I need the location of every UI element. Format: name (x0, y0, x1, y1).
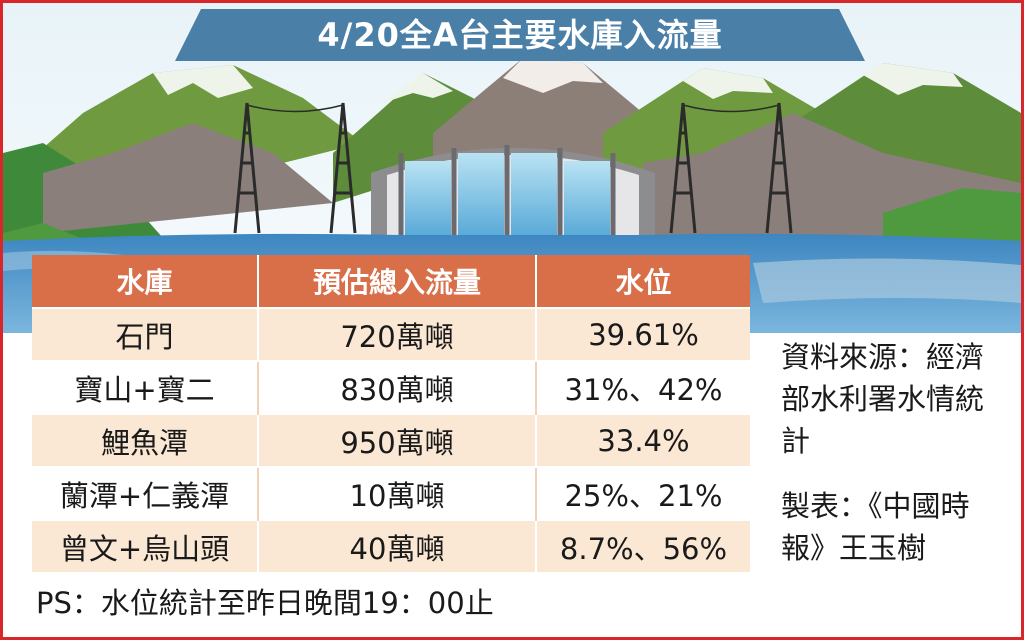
cell-water-level: 8.7%、56% (536, 519, 750, 572)
cell-water-level: 31%、42% (536, 360, 750, 414)
cell-water-level: 33.4% (536, 413, 750, 467)
cell-reservoir: 石門 (32, 307, 259, 361)
cell-reservoir: 鯉魚潭 (32, 413, 259, 467)
dam-icon (371, 145, 655, 235)
cell-water-level: 25%、21% (536, 466, 750, 520)
data-source-note: 資料來源：經濟部水利署水情統計 (781, 340, 985, 458)
cell-water-level: 39.61% (536, 307, 750, 361)
table-row: 鯉魚潭 950萬噸 33.4% (32, 413, 750, 467)
page-title: 4/20全A台主要水庫入流量 (317, 16, 723, 54)
cell-inflow: 830萬噸 (258, 360, 537, 414)
cell-inflow: 720萬噸 (258, 307, 537, 361)
column-header-inflow: 預估總入流量 (258, 255, 537, 308)
cell-reservoir: 寶山+寶二 (32, 360, 259, 414)
table-row: 石門 720萬噸 39.61% (32, 307, 750, 361)
table-header-row: 水庫 預估總入流量 水位 (32, 255, 750, 308)
table-row: 蘭潭+仁義潭 10萬噸 25%、21% (32, 466, 750, 520)
reservoir-inflow-table: 水庫 預估總入流量 水位 石門 720萬噸 39.61% 寶山+寶二 830萬噸… (32, 255, 750, 572)
table-row: 寶山+寶二 830萬噸 31%、42% (32, 360, 750, 414)
cell-reservoir: 蘭潭+仁義潭 (32, 466, 259, 520)
cell-inflow: 40萬噸 (258, 519, 537, 572)
title-banner (175, 9, 865, 61)
column-header-water-level: 水位 (536, 255, 750, 308)
cell-inflow: 10萬噸 (258, 466, 537, 520)
chart-maker-credit: 製表：《中國時報》王玉樹 (781, 489, 970, 565)
footnote: PS：水位統計至昨日晚間19：00止 (36, 586, 494, 620)
cell-reservoir: 曾文+烏山頭 (32, 519, 259, 572)
transmission-tower-icon (233, 102, 793, 234)
column-header-reservoir: 水庫 (32, 255, 259, 308)
table-row: 曾文+烏山頭 40萬噸 8.7%、56% (32, 519, 750, 572)
cell-inflow: 950萬噸 (258, 413, 537, 467)
